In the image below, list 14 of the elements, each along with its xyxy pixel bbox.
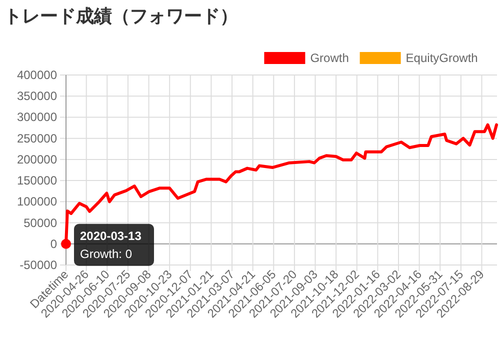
y-tick-label: 300000 [16, 110, 58, 124]
y-tick-label: 150000 [16, 174, 58, 188]
legend-label: Growth [310, 51, 349, 65]
y-tick-label: 0 [50, 236, 58, 251]
y-tick-label: 50000 [24, 216, 58, 230]
y-tick-label: -50000 [20, 258, 58, 272]
chart-title: トレード成績（フォワード） [4, 6, 238, 26]
legend-label: EquityGrowth [406, 51, 478, 65]
y-tick-label: 350000 [16, 89, 58, 104]
annotation: 2020-03-13 Growth: 0 [80, 228, 142, 261]
y-tick-label: 400000 [16, 68, 58, 82]
y-tick-label: 100000 [16, 194, 58, 209]
y-tick-label: 250000 [16, 131, 58, 146]
y-tick-label: 200000 [16, 152, 58, 166]
